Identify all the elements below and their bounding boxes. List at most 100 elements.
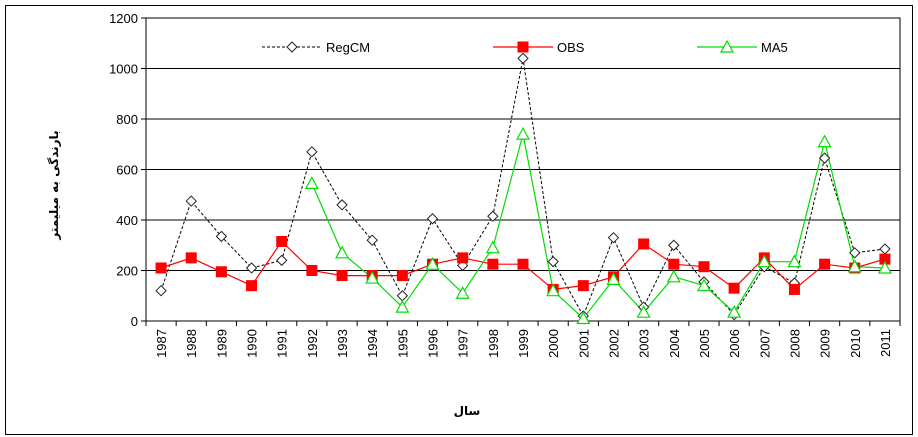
obs-point (577, 280, 589, 292)
ma5-point (335, 245, 350, 259)
x-tick-label: 1990 (245, 329, 260, 358)
ma5-legend-marker (719, 39, 735, 53)
obs-point (185, 252, 197, 264)
obs-point (698, 261, 710, 273)
regcm-series-line (160, 58, 885, 318)
ma5-point (365, 270, 380, 284)
ma5-point (395, 299, 410, 313)
ma5-point (485, 240, 500, 254)
series-lines (160, 58, 886, 320)
regcm-point (185, 195, 197, 207)
y-axis-label: بارندگی به میلیمتر (47, 130, 61, 240)
obs-point (819, 258, 831, 270)
obs-point (155, 262, 167, 274)
x-tick-label: 1988 (184, 329, 199, 358)
x-tick-label: 2011 (878, 329, 893, 357)
regcm-point (276, 254, 288, 267)
obs-point (246, 280, 258, 292)
ma5-point (606, 272, 621, 285)
x-tick-label: 2001 (576, 329, 591, 358)
regcm-point (366, 234, 378, 246)
ma5-point (515, 126, 531, 140)
regcm-point (215, 230, 228, 243)
regcm-point (849, 247, 861, 259)
regcm-point (607, 231, 620, 244)
series-markers (155, 52, 892, 325)
x-tick-label: 1999 (516, 329, 531, 358)
y-tick-label: 400 (116, 213, 138, 228)
ma5-legend-label: MA5 (761, 40, 788, 55)
regcm-point (336, 199, 348, 211)
x-tick-label: 2010 (848, 329, 863, 358)
x-tick-label: 1998 (486, 329, 501, 358)
obs-legend-label: OBS (557, 40, 585, 55)
regcm-point (396, 290, 409, 302)
x-tick-label: 1987 (154, 329, 169, 358)
x-tick-label: 1997 (456, 329, 471, 358)
obs-point (336, 270, 348, 282)
obs-legend-marker (517, 41, 529, 53)
ma5-point (636, 304, 651, 318)
x-tick-label: 2002 (606, 329, 621, 358)
ma5-point (757, 254, 772, 268)
regcm-point (306, 146, 318, 158)
x-tick-label: 1994 (365, 329, 380, 358)
obs-point (457, 252, 469, 264)
obs-point (638, 238, 650, 250)
x-axis-label: سال (454, 404, 481, 418)
ma5-point (817, 134, 832, 148)
y-tick-label: 0 (131, 314, 138, 329)
x-tick-label: 1995 (395, 329, 410, 358)
regcm-point (245, 262, 258, 274)
x-tick-label: 1996 (426, 329, 441, 358)
y-tick-label: 1000 (109, 62, 138, 77)
ma5-point (877, 260, 892, 274)
regcm-point (668, 239, 680, 251)
regcm-point (517, 52, 529, 65)
regcm-point (426, 213, 439, 225)
x-tick-label: 1993 (335, 329, 350, 358)
x-tick-label: 2006 (727, 329, 742, 358)
x-tick-label: 2003 (637, 329, 652, 358)
obs-point (517, 258, 529, 270)
x-tick-label: 2008 (787, 329, 802, 358)
obs-point (788, 283, 800, 295)
regcm-point (818, 152, 831, 164)
ma5-point (546, 283, 561, 297)
y-tick-label: 600 (116, 163, 138, 178)
regcm-legend-label: RegCM (326, 40, 370, 55)
x-tick-label: 1992 (305, 329, 320, 358)
x-tick-label: 2000 (546, 329, 561, 358)
y-tick-label: 1200 (109, 11, 138, 26)
legend: RegCM OBS MA5 (262, 39, 788, 55)
obs-point (668, 258, 680, 270)
y-tick-label: 800 (116, 112, 138, 127)
ma5-point (847, 259, 862, 273)
x-tick-label: 2005 (697, 329, 712, 358)
regcm-point (155, 284, 167, 297)
regcm-point (547, 255, 559, 268)
x-tick-label: 2004 (667, 329, 682, 358)
ma5-point (696, 278, 711, 292)
x-tick-label: 1989 (214, 329, 229, 358)
obs-point (276, 235, 288, 247)
ma5-point (787, 254, 802, 268)
ma5-point (455, 285, 470, 299)
ma5-point (576, 311, 591, 325)
regcm-legend-marker (286, 41, 298, 53)
x-tick-label: 2009 (818, 329, 833, 358)
x-tick-label: 1991 (275, 329, 290, 358)
ma5-point (425, 256, 440, 270)
y-axis-ticks: 0 200 400 600 800 1000 1200 (109, 11, 146, 329)
regcm-point (879, 243, 891, 255)
obs-point (396, 270, 408, 282)
ma5-series-line (311, 133, 885, 320)
obs-point (215, 266, 227, 278)
obs-point (728, 282, 740, 294)
ma5-point (304, 176, 319, 189)
obs-point (306, 265, 318, 276)
ma5-point (666, 269, 681, 283)
x-tick-label: 2007 (757, 329, 772, 358)
ma5-point (727, 304, 742, 318)
